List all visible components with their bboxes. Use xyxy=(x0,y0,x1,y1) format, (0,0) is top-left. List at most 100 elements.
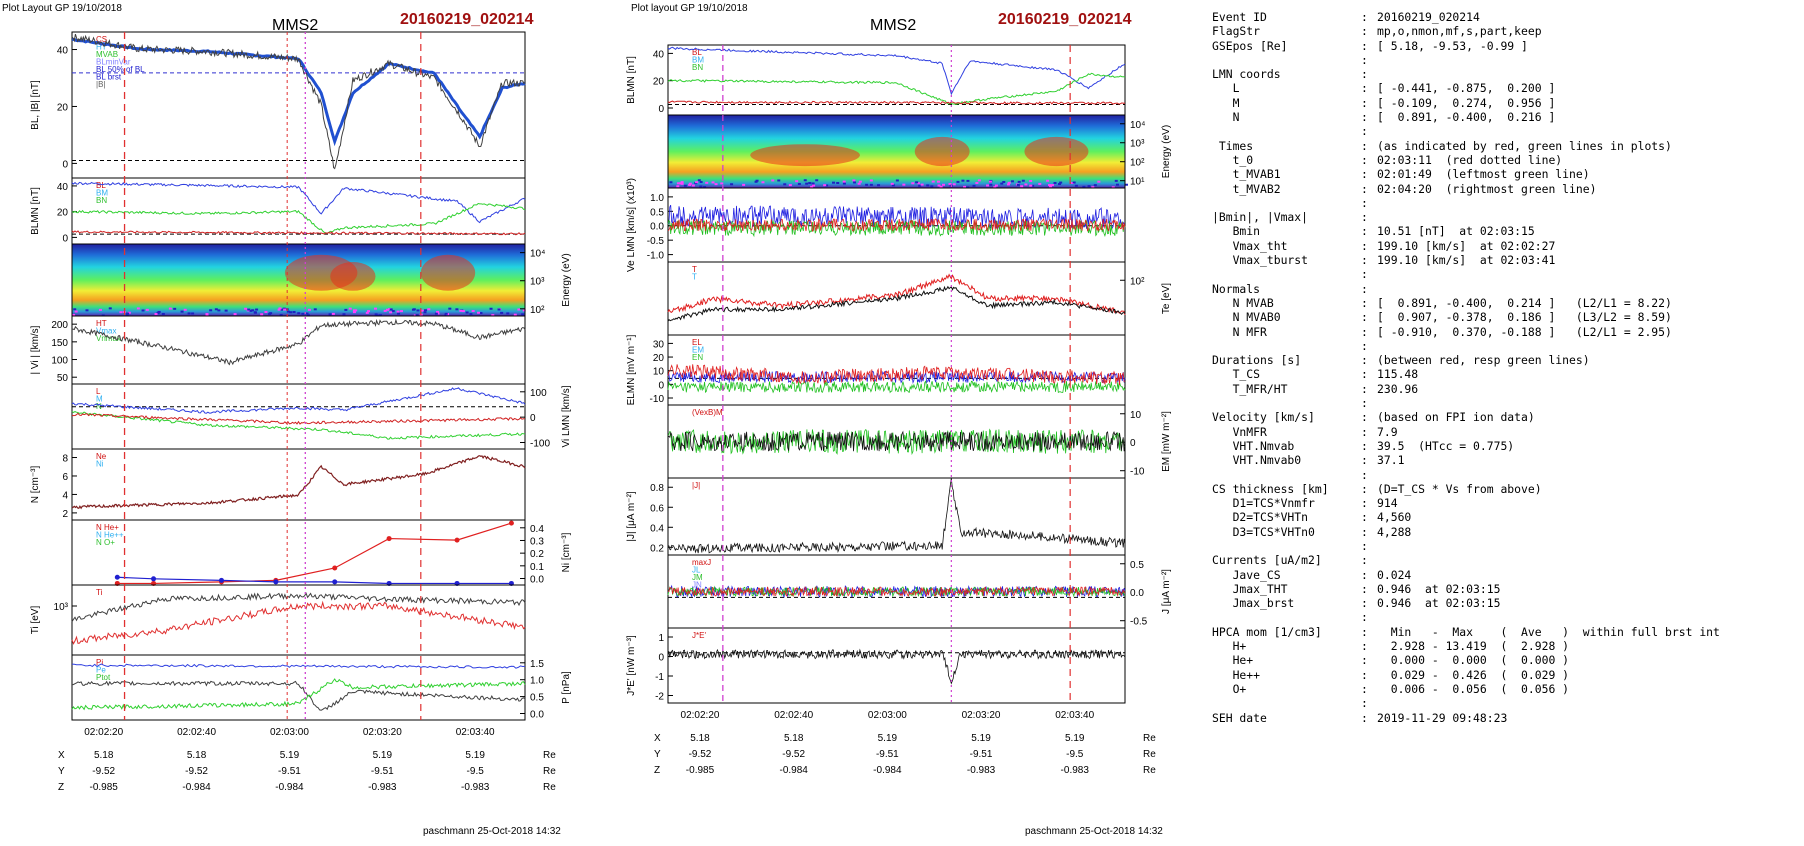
spectrogram-speckle xyxy=(183,308,187,311)
y-tick-label-right: -10 xyxy=(1130,467,1145,478)
info-value: 115.48 xyxy=(1377,367,1419,382)
y-tick-label: 0.6 xyxy=(650,503,664,514)
y-tick-label-right: 10⁴ xyxy=(530,249,545,260)
info-row: : xyxy=(1212,124,1800,138)
y-axis-label-right: Energy (eV) xyxy=(1161,125,1172,178)
spectrogram-speckle xyxy=(297,312,301,315)
y-axis-label: | Vi | [km/s] xyxy=(30,325,41,374)
spectrogram-speckle xyxy=(972,184,976,187)
coord-unit: Re xyxy=(1143,733,1156,744)
spectrogram-speckle xyxy=(444,313,448,316)
info-row: D1=TCS*Vnmfr:914 xyxy=(1212,496,1800,510)
panel2-group: Plot layout GP 19/10/2018 MMS2 20160219_02… xyxy=(626,3,1172,837)
info-key xyxy=(1212,468,1361,482)
coord-value: -0.983 xyxy=(967,765,996,776)
info-value: [ 5.18, -9.53, -0.99 ] xyxy=(1377,38,1528,53)
spectrogram-speckle xyxy=(374,313,378,316)
spectrogram-speckle xyxy=(1020,185,1024,188)
legend-entry: Ni xyxy=(96,460,104,469)
spectrogram-speckle xyxy=(283,308,287,311)
spectrogram-speckle xyxy=(269,312,273,315)
spectrogram-speckle xyxy=(156,311,160,314)
spectrogram-speckle xyxy=(264,310,268,313)
info-key: Times xyxy=(1212,138,1254,153)
legend-entry: Ti xyxy=(96,588,103,597)
y-tick-label: 50 xyxy=(57,373,69,384)
legend-entry: BL xyxy=(96,181,106,190)
info-sep: : xyxy=(1361,624,1368,639)
spectrogram-speckle xyxy=(911,182,915,185)
spectrogram-speckle xyxy=(477,311,481,314)
spectrogram-speckle xyxy=(423,311,427,314)
spectrogram-speckle xyxy=(926,184,930,187)
y-tick-label: 0 xyxy=(62,233,68,244)
spectrogram-speckle xyxy=(348,307,352,310)
spectrogram-speckle xyxy=(342,313,346,316)
spectrogram-speckle xyxy=(688,183,692,186)
legend-entry: HT xyxy=(96,319,107,328)
info-row: VHT.Nmvab0:37.1 xyxy=(1212,453,1800,467)
y-tick-label-right: 10 xyxy=(1130,410,1142,421)
spectrogram-speckle xyxy=(420,309,424,312)
info-row: He+: 0.000 - 0.000 ( 0.000 ) xyxy=(1212,653,1800,667)
spectrogram-speckle xyxy=(479,312,483,315)
info-key xyxy=(1212,610,1361,624)
te-perp-line xyxy=(667,285,1126,322)
info-value: 914 xyxy=(1377,496,1398,511)
legend-entry: T xyxy=(692,273,697,282)
spectrogram-speckle xyxy=(217,309,221,312)
spectrogram-speckle xyxy=(1017,180,1021,183)
panel2-subplot-te: 10² Te [eV] TT xyxy=(667,261,1172,336)
coord-unit: Re xyxy=(543,750,556,761)
info-row: T_MFR/HT:230.96 xyxy=(1212,382,1800,396)
y-tick-label: 150 xyxy=(51,338,68,349)
pb-line xyxy=(71,678,526,711)
info-value: 2019-11-29 09:48:23 xyxy=(1377,710,1508,725)
spectrogram-speckle xyxy=(136,307,140,310)
spectrogram-speckle xyxy=(711,181,715,184)
spectrogram-speckle xyxy=(963,185,967,188)
spectrogram-speckle xyxy=(1024,183,1028,186)
info-row: t_MVAB1:02:01:49 (leftmost green line) xyxy=(1212,167,1800,181)
info-row: CS thickness [km]: (D=T_CS * Vs from abov… xyxy=(1212,482,1800,496)
spectrogram-speckle xyxy=(74,310,78,313)
y-tick-label-right: -0.5 xyxy=(1130,617,1148,628)
spectrogram-speckle xyxy=(367,310,371,313)
info-row: : xyxy=(1212,196,1800,210)
spectrogram-speckle xyxy=(224,309,228,312)
te-line xyxy=(71,600,526,645)
y-tick-label-right: 0.5 xyxy=(530,693,544,704)
spectrogram-speckle xyxy=(832,181,836,184)
info-key: H+ xyxy=(1212,639,1247,654)
info-key xyxy=(1212,396,1361,410)
ion-density-line xyxy=(117,522,512,585)
info-key: HPCA mom [1/cm3] xyxy=(1212,624,1322,639)
info-key xyxy=(1212,196,1361,210)
legend-entry: Pe xyxy=(96,666,106,675)
spectrogram-speckle xyxy=(1053,181,1057,184)
spectrogram-speckle xyxy=(388,308,392,311)
spectrogram-speckle xyxy=(73,308,77,311)
legend-entry: M xyxy=(96,395,103,404)
y-tick-label-right: 0.4 xyxy=(530,524,544,535)
spectrogram-speckle xyxy=(902,183,906,186)
spectrogram-speckle xyxy=(1087,185,1091,188)
spectrogram-speckle xyxy=(993,186,997,189)
y-axis-label: N [cm⁻³] xyxy=(30,466,41,504)
y-axis-label: Ti [eV] xyxy=(30,606,41,635)
coord-value: -0.983 xyxy=(1061,765,1090,776)
panel2-subplot-je: 1 0 -1 -2 J*E' [nW m⁻³] J*E' xyxy=(626,627,1126,704)
spectrogram-speckle xyxy=(461,310,465,313)
legend-entry: BL 50% of BL xyxy=(96,65,145,74)
spectrogram-speckle xyxy=(1038,182,1042,185)
n-line xyxy=(71,455,526,510)
y-tick-label: 10 xyxy=(653,367,665,378)
coord-label: Y xyxy=(654,749,661,760)
spectrogram-speckle xyxy=(994,184,998,187)
y-tick-label: -1.0 xyxy=(647,251,665,262)
coord-label: X xyxy=(58,750,65,761)
legend-entry: |J| xyxy=(692,481,700,490)
coord-value: -9.52 xyxy=(92,766,115,777)
spectrogram-speckle xyxy=(455,308,459,311)
